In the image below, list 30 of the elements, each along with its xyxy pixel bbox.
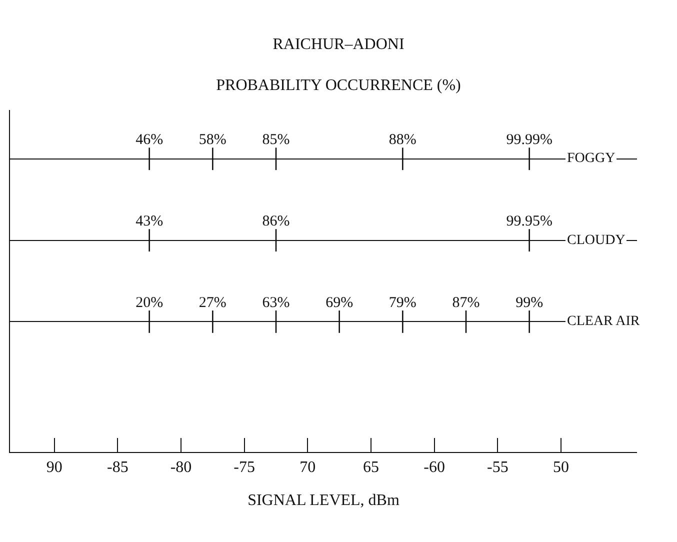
x-tick-label: -80 (170, 459, 192, 476)
x-tick-label: 65 (363, 459, 379, 476)
y-tick-label: FOGGY (567, 151, 616, 166)
data-label: 27% (198, 294, 226, 311)
x-tick-label: 50 (553, 459, 569, 476)
data-label: 69% (326, 294, 354, 311)
data-label: 88% (388, 132, 416, 148)
data-label: 79% (388, 294, 416, 311)
data-label: 99.99% (506, 132, 552, 148)
data-label: 99% (516, 294, 544, 311)
x-tick-label: 70 (300, 459, 316, 476)
chart-title: RAICHUR–ADONI (272, 36, 404, 54)
data-label: 58% (198, 132, 226, 148)
data-label: 20% (136, 294, 164, 311)
x-tick-label: 90 (46, 459, 62, 476)
y-tick-label: CLOUDY (567, 233, 626, 248)
x-tick-label: -55 (487, 459, 508, 476)
data-label: 43% (136, 214, 164, 230)
x-tick-label: -85 (107, 459, 128, 476)
y-tick-label: CLEAR AIR (567, 314, 640, 329)
data-label: 63% (262, 294, 290, 311)
data-label: 46% (136, 132, 164, 148)
data-label: 85% (262, 132, 290, 148)
data-label: 87% (452, 294, 480, 311)
x-tick-label: -60 (424, 459, 445, 476)
x-tick-label: -75 (234, 459, 255, 476)
data-label: 99.95% (506, 214, 552, 230)
x-axis-title: SIGNAL LEVEL, dBm (248, 492, 400, 509)
data-label: 86% (262, 214, 290, 230)
chart-subtitle: PROBABILITY OCCURRENCE (%) (216, 76, 461, 94)
